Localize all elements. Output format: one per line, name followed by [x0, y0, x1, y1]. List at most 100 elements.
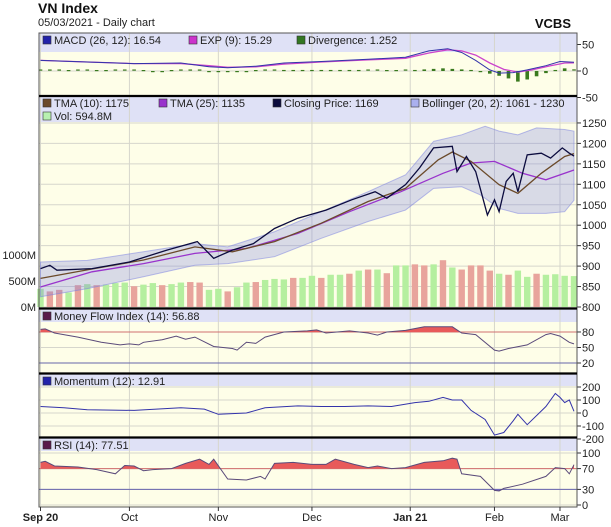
volume-bar: [374, 269, 381, 307]
divergence-bar: [544, 71, 548, 74]
legend-label: RSI (14): 77.51: [54, 440, 129, 452]
legend-label: Momentum (12): 12.91: [54, 376, 165, 388]
volume-bar: [383, 273, 391, 307]
volume-bar: [46, 291, 54, 307]
divergence-bar: [394, 70, 398, 72]
legend-swatch: [42, 35, 52, 45]
divergence-bar: [562, 68, 567, 71]
divergence-bar: [197, 69, 202, 71]
volume-bar: [252, 282, 259, 307]
volume-bar: [514, 270, 522, 307]
momentum-line: [40, 392, 575, 436]
volume-bar: [346, 273, 353, 307]
divergence-bar: [235, 71, 239, 73]
volume-bar: [552, 274, 559, 307]
closing-price-line: [40, 145, 575, 271]
x-tick-label: Sep 20: [23, 512, 58, 524]
divergence-bar: [450, 68, 455, 71]
volume-bar: [112, 283, 119, 307]
divergence-bar: [122, 69, 127, 71]
volume-bar: [561, 275, 568, 307]
divergence-bar: [375, 69, 380, 71]
overbought-fill-rsi: [40, 458, 575, 469]
y-tick-label: 950: [582, 241, 600, 253]
y-tick-label: 0: [582, 66, 588, 78]
volume-bar: [308, 275, 316, 307]
divergence-bar: [253, 70, 258, 72]
y-tick-label: 1250: [582, 118, 606, 130]
volume-bar: [449, 267, 456, 307]
volume-bar: [215, 288, 222, 307]
legend-band-macd: [39, 33, 577, 52]
divergence-bar: [160, 71, 164, 73]
divergence-bar: [151, 71, 155, 73]
volume-bar: [187, 282, 194, 307]
divergence-bar: [413, 69, 417, 72]
legend-swatch: [42, 376, 52, 386]
tma25-line: [40, 160, 575, 288]
divergence-bar: [263, 69, 267, 71]
legend-swatch: [410, 98, 420, 108]
y-tick-label: 1000: [582, 220, 606, 232]
volume-bar: [102, 284, 110, 307]
divergence-bar: [225, 71, 230, 73]
volume-bar: [430, 264, 437, 307]
volume-bar: [570, 276, 578, 307]
volume-bar: [467, 265, 475, 307]
volume-bar: [486, 270, 493, 307]
divergence-bar: [534, 71, 539, 77]
divergence-bar: [431, 68, 436, 71]
y-tick-label: 50: [582, 40, 594, 52]
volume-bar: [280, 279, 288, 307]
volume-bar: [233, 287, 241, 307]
legend-label: Money Flow Index (14): 56.88: [54, 311, 200, 323]
divergence-bar: [169, 70, 174, 72]
y-tick-label: 70: [582, 464, 594, 476]
volume-bar: [542, 274, 550, 307]
volume-bar: [402, 265, 409, 307]
x-tick-label: Dec: [302, 512, 322, 524]
legend-band-momentum: [39, 374, 577, 386]
legend-label: MACD (26, 12): 16.54: [54, 35, 161, 47]
volume-bar: [392, 265, 400, 307]
legend-band-main: [39, 96, 577, 122]
legend-swatch: [42, 311, 52, 321]
legend-swatch: [158, 98, 168, 108]
volume-bar: [495, 273, 503, 307]
macd-line: [40, 48, 575, 74]
mfi-line: [40, 326, 575, 352]
volume-bar: [158, 285, 166, 307]
volume-bar: [121, 282, 128, 307]
volume-bar: [336, 274, 344, 307]
divergence-bar: [441, 68, 445, 71]
volume-bar: [149, 283, 157, 307]
legend-swatch: [272, 98, 282, 108]
bollinger-band: [40, 125, 575, 298]
volume-tick-label: 500M: [8, 276, 36, 288]
legend-label: Bollinger (20, 2): 1061 - 1230: [422, 98, 564, 110]
legend-label: EXP (9): 15.29: [200, 35, 272, 47]
divergence-bar: [328, 69, 333, 72]
divergence-bar: [300, 69, 305, 72]
volume-bar: [84, 284, 91, 307]
volume-bar: [524, 276, 531, 307]
divergence-bar: [403, 69, 408, 71]
divergence-bar: [76, 69, 80, 71]
volume-bar: [168, 284, 175, 307]
legend-swatch: [42, 98, 52, 108]
volume-bar: [37, 288, 44, 307]
volume-bar: [411, 264, 419, 307]
legend-label: Closing Price: 1169: [284, 98, 379, 110]
volume-bar: [261, 279, 269, 307]
y-tick-label: 1200: [582, 138, 606, 150]
x-tick-label: Jan 21: [393, 512, 427, 524]
divergence-bar: [572, 69, 576, 71]
volume-bar: [533, 273, 540, 307]
divergence-bar: [366, 69, 370, 71]
legend-swatch: [42, 440, 52, 450]
y-tick-label: 30: [582, 484, 594, 496]
divergence-bar: [132, 69, 136, 71]
divergence-bar: [272, 69, 277, 71]
